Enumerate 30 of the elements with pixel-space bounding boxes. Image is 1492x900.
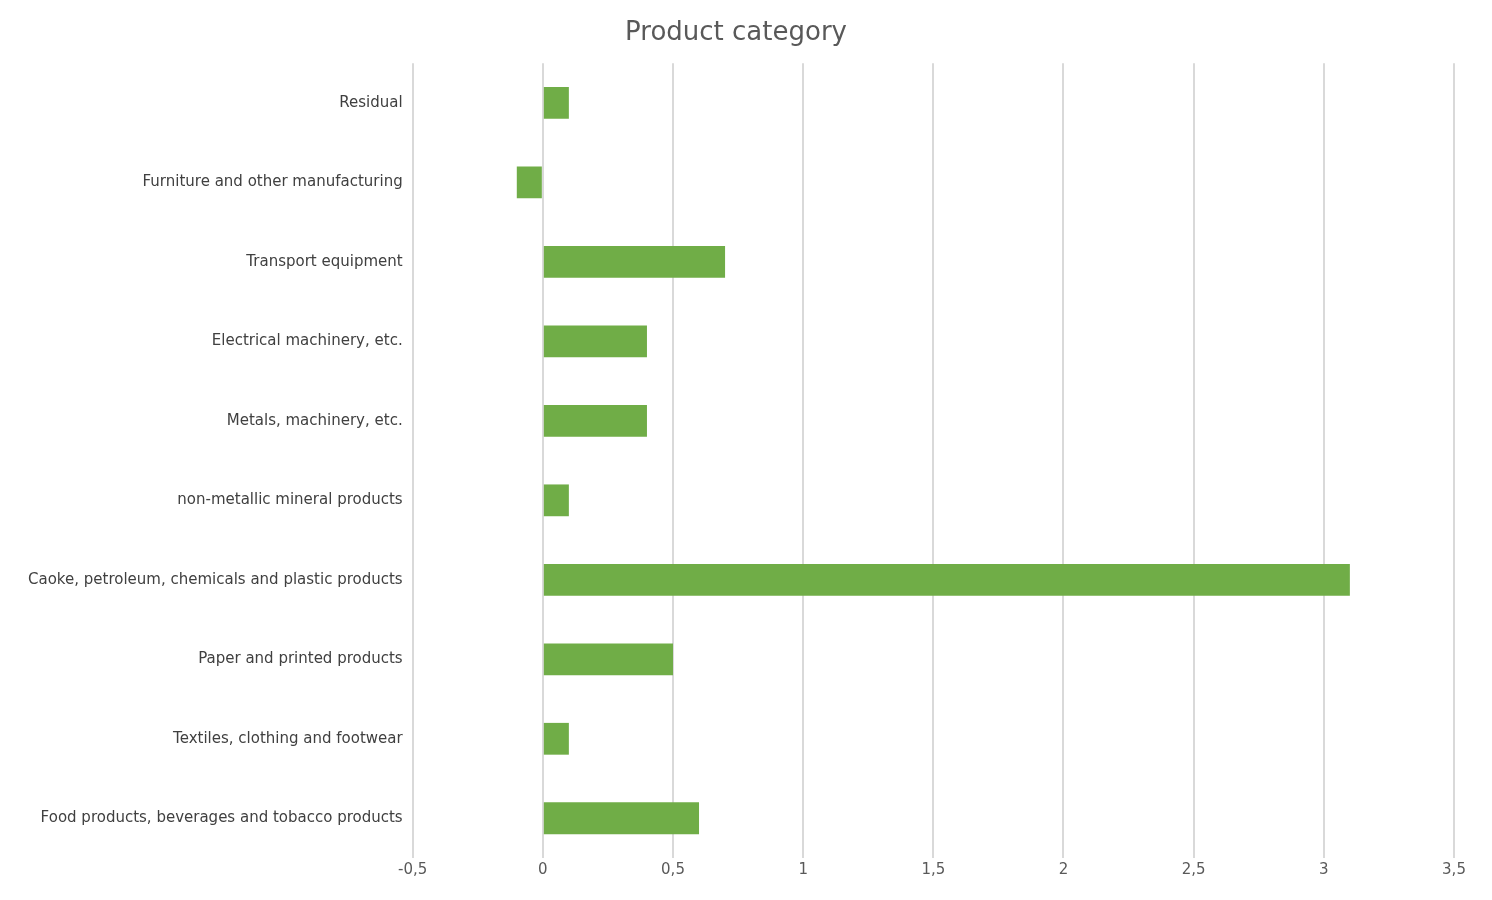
- bar: [543, 722, 569, 755]
- y-tick-label: Furniture and other manufacturing: [142, 172, 403, 191]
- bar: [543, 643, 673, 676]
- bar: [543, 87, 569, 119]
- bar: [543, 246, 726, 278]
- x-tick-label: 3,5: [1442, 859, 1466, 878]
- x-tick-label: 1,5: [921, 859, 946, 878]
- y-tick-label: non-metallic mineral products: [177, 490, 403, 509]
- x-tick-label: 3: [1319, 859, 1329, 878]
- y-tick-label: Paper and printed products: [198, 649, 403, 668]
- y-tick-label: Electrical machinery, etc.: [211, 331, 403, 350]
- x-tick-label: 2,5: [1181, 859, 1206, 878]
- y-tick-label: Transport equipment: [245, 251, 403, 270]
- y-tick-label: Metals, machinery, etc.: [226, 410, 403, 429]
- x-tick-label: 0: [538, 859, 548, 878]
- x-tick-label: 0,5: [661, 859, 685, 878]
- x-tick-label: -0,5: [398, 859, 428, 878]
- bar: [543, 802, 700, 835]
- bar: [516, 166, 542, 199]
- bar: [543, 404, 647, 437]
- y-tick-label: Residual: [339, 92, 403, 111]
- bar: [543, 563, 1350, 596]
- y-tick-label: Food products, beverages and tobacco products: [40, 808, 403, 827]
- y-tick-label: Caoke, petroleum, chemicals and plastic products: [27, 569, 403, 588]
- bar: [543, 325, 647, 358]
- bar: [543, 484, 569, 517]
- x-tick-label: 2: [1058, 859, 1069, 878]
- y-tick-label: Textiles, clothing and footwear: [172, 728, 404, 747]
- x-tick-label: 1: [798, 859, 808, 878]
- chart-title: Product category: [625, 16, 847, 47]
